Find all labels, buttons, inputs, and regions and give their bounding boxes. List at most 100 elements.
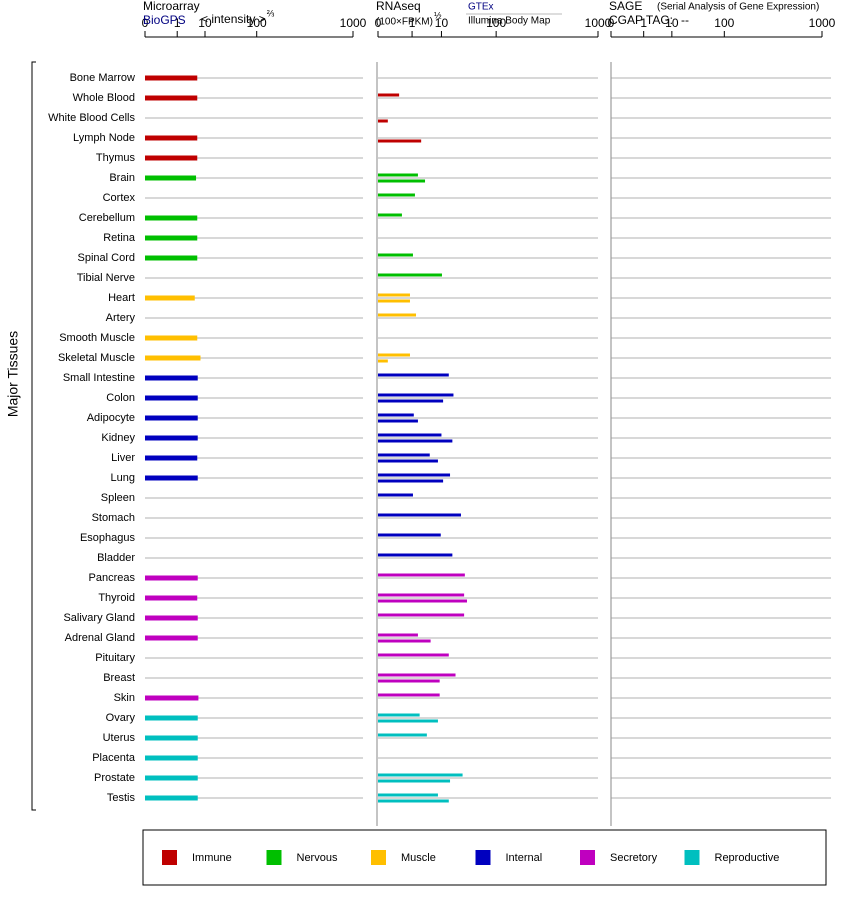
legend-label: Nervous <box>297 852 338 864</box>
bar <box>378 599 467 603</box>
tissue-label: Spleen <box>101 492 135 504</box>
tissue-label: Retina <box>103 232 136 244</box>
bar <box>378 639 431 643</box>
x-tick-label: 10 <box>435 16 449 30</box>
bar <box>145 135 198 141</box>
tissue-label: Cortex <box>103 192 136 204</box>
bar <box>378 473 451 477</box>
y-axis-label: Major Tissues <box>5 331 21 417</box>
bar <box>145 575 198 581</box>
bar <box>378 713 420 717</box>
tissue-label: Heart <box>108 292 135 304</box>
tissue-label: Pancreas <box>89 572 136 584</box>
tissue-label: Thymus <box>96 152 136 164</box>
tissue-label: Adrenal Gland <box>65 632 135 644</box>
bar <box>378 419 418 423</box>
tissue-label: Bladder <box>97 552 135 564</box>
legend-label: Muscle <box>401 852 436 864</box>
tissue-label: Smooth Muscle <box>59 332 135 344</box>
bar <box>378 779 451 783</box>
bar <box>145 95 198 101</box>
bar <box>378 459 438 463</box>
tissue-label: Artery <box>106 312 136 324</box>
bar <box>145 75 198 81</box>
tissue-label: Small Intestine <box>63 372 135 384</box>
x-tick-label: 0 <box>375 16 382 30</box>
bar <box>145 715 198 721</box>
bar <box>378 673 456 677</box>
bar <box>378 399 444 403</box>
bar <box>145 215 198 221</box>
panel-unit-power: ½ <box>434 10 442 20</box>
bar <box>378 533 441 537</box>
bar <box>145 615 198 621</box>
bar <box>378 119 388 123</box>
tissue-label: Kidney <box>101 432 135 444</box>
tissue-label: Cerebellum <box>79 212 135 224</box>
bar <box>378 373 449 377</box>
panel-subtitle: (Serial Analysis of Gene Expression) <box>657 2 819 13</box>
bar <box>145 375 198 381</box>
tissue-label: Skeletal Muscle <box>58 352 135 364</box>
bar <box>378 553 453 557</box>
tissue-label: Esophagus <box>80 532 136 544</box>
bar <box>378 679 440 683</box>
bar <box>145 435 198 441</box>
bar <box>378 573 465 577</box>
bar <box>145 475 198 481</box>
bar <box>378 213 402 217</box>
panel-title: SAGE <box>609 0 642 13</box>
bar <box>378 693 440 697</box>
bar <box>145 595 198 601</box>
bar <box>145 355 201 361</box>
x-tick-label: 1 <box>409 16 416 30</box>
legend-label: Secretory <box>610 852 658 864</box>
tissue-label: Bone Marrow <box>70 72 135 84</box>
bar <box>145 755 198 761</box>
bar <box>145 415 198 421</box>
legend-swatch <box>162 850 177 865</box>
x-tick-label: 100 <box>714 16 734 30</box>
legend-swatch <box>475 850 491 865</box>
tissue-label: Whole Blood <box>73 92 135 104</box>
bar <box>378 653 449 657</box>
legend-label: Internal <box>506 852 543 864</box>
bar <box>378 593 465 597</box>
bar <box>378 453 430 457</box>
legend-label: Reproductive <box>715 852 780 864</box>
x-tick-label: 1 <box>174 16 181 30</box>
tissue-label: Brain <box>109 172 135 184</box>
bar <box>145 395 198 401</box>
bar <box>145 175 197 181</box>
bar <box>378 513 461 517</box>
x-tick-label: 1 <box>640 16 647 30</box>
bar <box>145 155 198 161</box>
x-tick-label: 1000 <box>809 16 836 30</box>
bar <box>378 173 418 177</box>
tissue-label: Salivary Gland <box>63 612 135 624</box>
legend-box <box>142 829 827 886</box>
bar <box>378 773 463 777</box>
x-tick-label: 100 <box>247 16 267 30</box>
panel-unit: < intensity > <box>201 12 266 26</box>
bar <box>378 793 438 797</box>
tissue-label: Lymph Node <box>73 132 135 144</box>
bar <box>378 479 444 483</box>
bar <box>378 633 418 637</box>
tissue-label: Uterus <box>103 732 136 744</box>
bar <box>145 795 198 801</box>
bar <box>378 359 388 363</box>
tissue-label: Tibial Nerve <box>77 272 135 284</box>
x-tick-label: 0 <box>142 16 149 30</box>
bar <box>145 695 199 701</box>
panel-title: Microarray <box>143 0 200 13</box>
x-tick-label: 10 <box>665 16 679 30</box>
tissue-label: Lung <box>111 472 135 484</box>
x-tick-label: 0 <box>608 16 615 30</box>
bar <box>378 493 413 497</box>
x-tick-label: 10 <box>198 16 212 30</box>
bar <box>378 719 438 723</box>
tissue-label: Stomach <box>92 512 135 524</box>
bar <box>378 313 417 317</box>
